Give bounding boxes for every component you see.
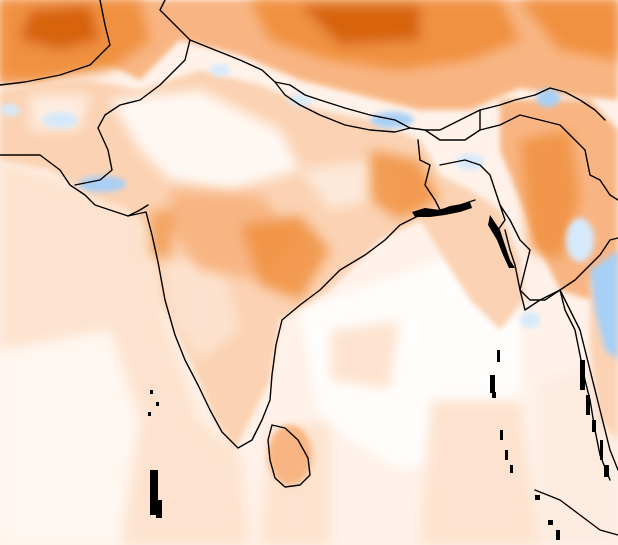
myanmar-border [479,114,618,201]
ganges-delta-speckle [148,202,609,540]
myanmar-coastline [504,229,618,471]
bhutan-border [424,109,481,141]
afghanistan-pakistan-border [0,0,111,86]
pakistan-india-border [74,0,191,186]
sumatra-coastline [534,489,618,536]
india-coastline [127,199,476,449]
nepal-southern-border [274,81,411,133]
northern-border [189,39,606,131]
gujarat-coastline [0,154,149,217]
bangladesh-border [417,139,506,231]
northeast-india-border [499,204,618,301]
warm-anomalies [0,0,618,300]
sri-lanka-coastline [267,424,311,488]
